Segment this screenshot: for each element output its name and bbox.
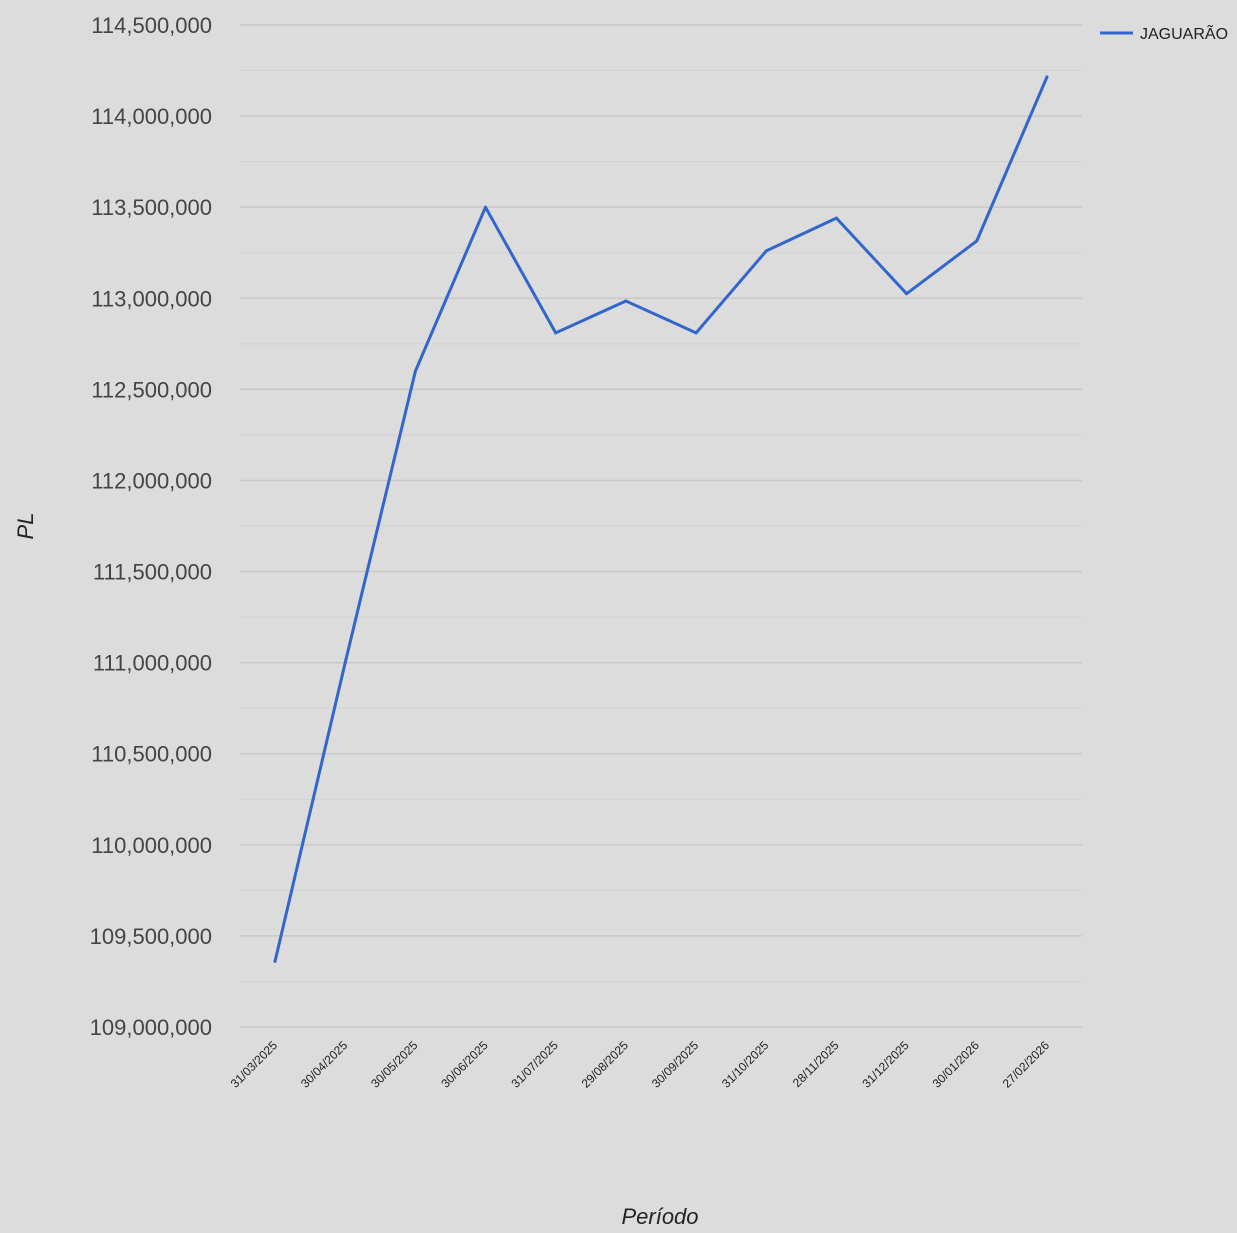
y-tick-label: 110,500,000 [91,742,212,767]
y-tick-label: 114,500,000 [91,13,212,38]
data-point [1045,75,1049,79]
legend: JAGUARÃO [1100,23,1228,43]
y-tick-label: 109,000,000 [90,1015,212,1040]
y-tick-label: 109,500,000 [90,924,212,949]
data-point [764,249,768,253]
data-point [413,369,417,373]
x-tick-label: 29/08/2025 [579,1038,632,1091]
x-tick-label: 31/12/2025 [859,1038,912,1091]
x-tick-label: 30/05/2025 [368,1038,421,1091]
y-tick-label: 112,500,000 [91,377,212,402]
series-lines [273,75,1049,963]
y-tick-label: 113,500,000 [91,195,212,220]
x-tick-label: 30/09/2025 [649,1038,702,1091]
data-point [694,331,698,335]
y-tick-label: 113,000,000 [91,286,212,311]
data-point [484,205,488,209]
y-axis-ticks: 109,000,000 109,500,000 110,000,000 110,500… [90,13,212,1040]
data-point [905,292,909,296]
data-point [273,959,277,963]
series-line-0 [273,76,1049,962]
data-point [975,239,979,243]
y-tick-label: 114,000,000 [91,104,212,129]
x-tick-label: 31/03/2025 [228,1038,281,1091]
y-axis-label: PL [13,513,38,540]
grid-lines [240,24,1082,1028]
x-tick-label: 31/10/2025 [719,1038,772,1091]
x-tick-label: 30/06/2025 [438,1038,491,1091]
data-point [554,331,558,335]
data-point [834,216,838,220]
x-tick-label: 30/01/2026 [930,1038,983,1091]
y-tick-label: 112,000,000 [91,468,212,493]
legend-label-jaguarao: JAGUARÃO [1140,23,1228,43]
y-tick-label: 110,000,000 [91,833,212,858]
x-tick-label: 28/11/2025 [790,1038,842,1090]
x-tick-label: 30/04/2025 [298,1038,351,1091]
x-axis-label: Período [621,1204,698,1228]
y-tick-label: 111,500,000 [93,560,212,585]
x-axis-ticks: 31/03/2025 30/04/2025 30/05/2025 30/06/2025… [228,1038,1053,1091]
x-tick-label: 31/07/2025 [508,1038,561,1091]
data-point [624,299,628,303]
x-tick-label: 27/02/2026 [1000,1038,1053,1091]
data-point [343,661,347,665]
y-tick-label: 111,000,000 [93,651,212,676]
